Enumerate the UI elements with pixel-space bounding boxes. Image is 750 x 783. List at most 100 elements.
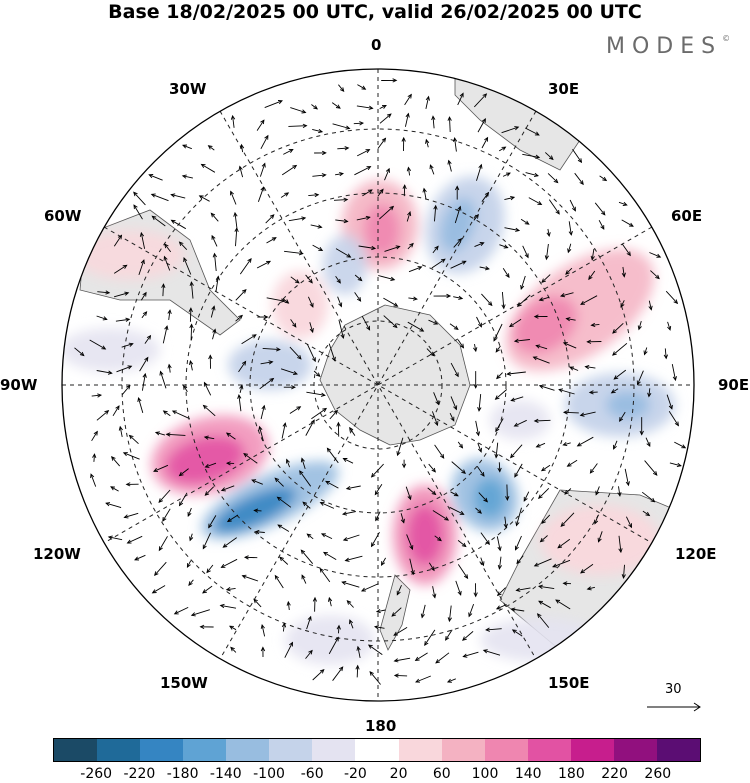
wind-arrow bbox=[528, 197, 542, 205]
colorbar-ticks: -260 -220 -180 -140 -100 -60 -20 20 60 100 140 180 2… bbox=[0, 766, 750, 783]
wind-arrowhead bbox=[92, 453, 97, 459]
wind-arrowhead bbox=[146, 334, 152, 340]
wind-arrowhead bbox=[646, 442, 651, 448]
wind-arrow bbox=[613, 369, 627, 380]
wind-arrow bbox=[574, 172, 584, 185]
wind-arrow bbox=[288, 217, 306, 222]
wind-arrow bbox=[524, 127, 540, 136]
wind-arrow bbox=[493, 323, 503, 341]
wind-arrow bbox=[311, 104, 318, 110]
wind-arrowhead bbox=[506, 172, 511, 177]
wind-arrow bbox=[335, 248, 351, 258]
wind-arrow bbox=[666, 394, 673, 409]
wind-arrow bbox=[428, 562, 435, 571]
wind-arrow bbox=[202, 585, 213, 594]
wind-arrowhead bbox=[409, 545, 414, 551]
wind-arrow bbox=[378, 275, 395, 281]
wind-arrow bbox=[140, 232, 146, 249]
wind-arrow bbox=[328, 637, 339, 655]
colorbar-tick-label: -140 bbox=[209, 766, 242, 782]
wind-arrowhead bbox=[111, 456, 116, 461]
wind-arrowhead bbox=[338, 302, 343, 308]
wind-arrow bbox=[253, 598, 262, 608]
wind-arrowhead bbox=[238, 314, 243, 320]
wind-arrow bbox=[536, 345, 548, 350]
wind-arrowhead bbox=[173, 610, 179, 615]
wind-arrowhead bbox=[110, 486, 116, 491]
wind-arrowhead bbox=[308, 278, 313, 284]
wind-arrowhead bbox=[292, 322, 297, 328]
wind-arrowhead bbox=[445, 635, 450, 641]
wind-arrow bbox=[383, 315, 398, 328]
wind-arrowhead bbox=[552, 563, 558, 568]
wind-arrowhead bbox=[407, 210, 412, 217]
label-90w: 90W bbox=[0, 376, 38, 394]
wind-arrowhead bbox=[340, 334, 345, 340]
wind-arrowhead bbox=[392, 323, 398, 329]
wind-arrow bbox=[96, 370, 112, 374]
wind-arrowhead bbox=[506, 371, 512, 376]
wind-arrowhead bbox=[514, 472, 519, 478]
wind-arrowhead bbox=[602, 176, 608, 182]
wind-arrowhead bbox=[577, 158, 583, 164]
wind-arrowhead bbox=[620, 302, 625, 308]
wind-arrow bbox=[220, 604, 237, 609]
wind-arrow bbox=[251, 479, 263, 485]
wind-arrowhead bbox=[422, 187, 427, 193]
wind-arrowhead bbox=[302, 123, 308, 128]
wind-arrowhead bbox=[546, 232, 551, 238]
wind-arrowhead bbox=[643, 350, 648, 356]
wind-arrow bbox=[591, 323, 600, 326]
wind-arrow bbox=[496, 372, 503, 379]
wind-arrow bbox=[449, 323, 459, 330]
wind-arrowhead bbox=[385, 167, 390, 173]
wind-arrowhead bbox=[126, 384, 131, 390]
wind-arrow bbox=[312, 244, 323, 251]
wind-arrow bbox=[612, 342, 628, 356]
wind-arrowhead bbox=[374, 490, 379, 496]
wind-arrowhead bbox=[321, 150, 327, 156]
wind-arrow bbox=[588, 270, 596, 280]
wind-arrow bbox=[204, 436, 215, 440]
wind-arrow bbox=[111, 456, 121, 467]
wind-arrow bbox=[379, 206, 394, 220]
wind-arrowhead bbox=[238, 165, 243, 171]
wind-arrowhead bbox=[495, 347, 500, 353]
colorbar-tick-label: -180 bbox=[166, 766, 199, 782]
wind-arrowhead bbox=[309, 302, 314, 308]
wind-arrowhead bbox=[565, 317, 571, 322]
wind-arrowhead bbox=[366, 166, 372, 171]
wind-arrowhead bbox=[230, 114, 236, 120]
wind-arrowhead bbox=[544, 255, 549, 261]
wind-arrow bbox=[520, 218, 530, 225]
wind-arrowhead bbox=[513, 338, 519, 343]
wind-arrowhead bbox=[253, 598, 258, 604]
wind-arrow bbox=[265, 214, 275, 224]
wind-arrow bbox=[569, 199, 576, 211]
wind-arrowhead bbox=[483, 497, 489, 503]
wind-arrow bbox=[623, 564, 625, 578]
wind-arrowhead bbox=[323, 551, 328, 556]
wind-arrow bbox=[587, 586, 596, 590]
wind-arrow bbox=[97, 291, 110, 294]
wind-arrow bbox=[560, 292, 574, 297]
wind-arrowhead bbox=[501, 146, 507, 151]
wind-arrow bbox=[261, 624, 266, 637]
wind-arrow bbox=[481, 192, 489, 202]
wind-arrowhead bbox=[532, 356, 538, 361]
wind-arrowhead bbox=[336, 421, 341, 427]
wind-arrow bbox=[349, 427, 356, 436]
wind-arrowhead bbox=[148, 174, 154, 179]
wind-arrowhead bbox=[485, 627, 490, 632]
wind-arrowhead bbox=[229, 625, 234, 630]
wind-arrow bbox=[591, 248, 595, 260]
wind-arrow bbox=[141, 311, 147, 319]
wind-arrowhead bbox=[450, 416, 455, 422]
wind-arrow bbox=[215, 276, 219, 293]
wind-arrowhead bbox=[410, 570, 415, 576]
wind-arrowhead bbox=[514, 545, 519, 551]
wind-arrowhead bbox=[557, 543, 563, 549]
wind-arrow bbox=[188, 579, 194, 586]
wind-arrow bbox=[642, 510, 650, 516]
wind-arrowhead bbox=[541, 519, 546, 524]
